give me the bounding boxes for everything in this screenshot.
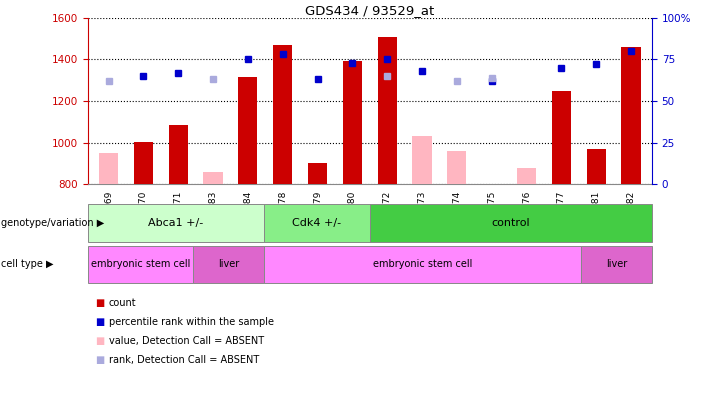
Bar [412, 136, 432, 184]
Bar [134, 141, 153, 184]
Text: value, Detection Call = ABSENT: value, Detection Call = ABSENT [109, 336, 264, 346]
Bar [203, 172, 223, 184]
Bar [517, 168, 536, 184]
Bar [581, 246, 652, 283]
Bar [622, 47, 641, 184]
Text: ■: ■ [95, 355, 104, 365]
Bar [88, 204, 264, 242]
Bar [264, 204, 370, 242]
Text: ■: ■ [95, 317, 104, 327]
Bar [308, 163, 327, 184]
Text: percentile rank within the sample: percentile rank within the sample [109, 317, 273, 327]
Text: ■: ■ [95, 298, 104, 308]
Bar [169, 125, 188, 184]
Bar [587, 149, 606, 184]
Text: liver: liver [218, 259, 239, 269]
Bar [193, 246, 264, 283]
Text: ■: ■ [95, 336, 104, 346]
Text: Cdk4 +/-: Cdk4 +/- [292, 218, 341, 228]
Bar [343, 61, 362, 184]
Bar [552, 91, 571, 184]
Bar [370, 204, 652, 242]
Text: control: control [491, 218, 530, 228]
Text: genotype/variation ▶: genotype/variation ▶ [1, 218, 104, 228]
Text: liver: liver [606, 259, 627, 269]
Bar [238, 77, 257, 184]
Bar [447, 151, 466, 184]
Bar [88, 246, 193, 283]
Bar [264, 246, 581, 283]
Text: embryonic stem cell: embryonic stem cell [91, 259, 190, 269]
Text: embryonic stem cell: embryonic stem cell [373, 259, 472, 269]
Text: rank, Detection Call = ABSENT: rank, Detection Call = ABSENT [109, 355, 259, 365]
Title: GDS434 / 93529_at: GDS434 / 93529_at [305, 4, 435, 17]
Bar [378, 36, 397, 184]
Text: Abca1 +/-: Abca1 +/- [148, 218, 203, 228]
Bar [273, 45, 292, 184]
Text: cell type ▶: cell type ▶ [1, 259, 53, 269]
Text: count: count [109, 298, 136, 308]
Bar [99, 153, 118, 184]
